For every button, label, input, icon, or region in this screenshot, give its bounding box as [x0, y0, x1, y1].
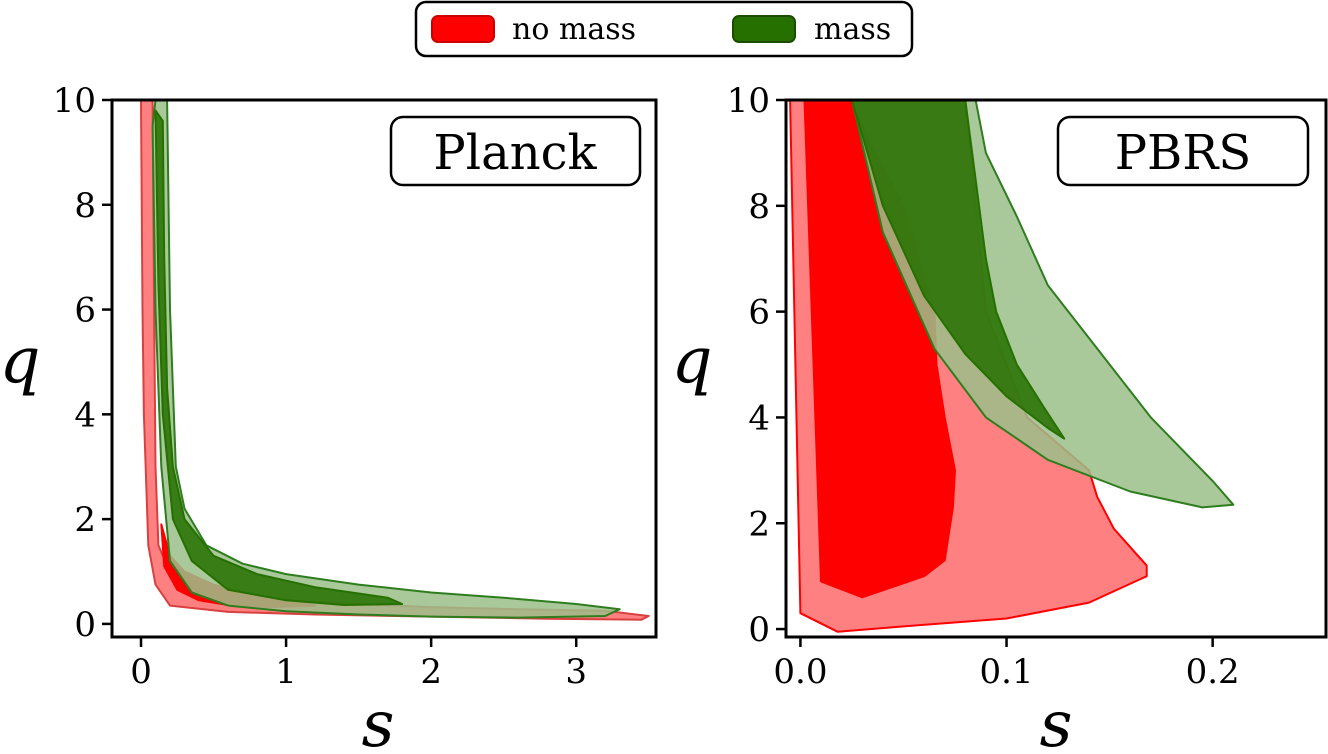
planck-x-tick-label: 0: [130, 652, 152, 692]
planck-x-axis-label: s: [362, 688, 395, 754]
legend-swatch-mass: [732, 15, 796, 43]
pbrs-contours: [789, 100, 1235, 633]
pbrs-y-tick-label: 8: [748, 187, 770, 227]
planck-x-tick-label: 3: [565, 652, 587, 692]
pbrs-contour-mass-68pct: [851, 100, 1066, 440]
planck-y-tick-label: 8: [74, 186, 96, 226]
planck-x-tick-label: 2: [420, 652, 442, 692]
pbrs-title-box: PBRS: [1056, 115, 1310, 187]
legend: no mass mass: [414, 0, 914, 58]
planck-axes-frame: [110, 98, 658, 639]
pbrs-x-tick-label: 0.0: [773, 652, 827, 692]
planck-y-tick-label: 0: [74, 605, 96, 645]
pbrs-y-tick-label: 2: [748, 504, 770, 544]
planck-y-ticks: 0 2 4 6 8 10: [53, 81, 112, 645]
planck-y-tick-label: 6: [74, 291, 96, 331]
pbrs-axes-frame: [784, 98, 1328, 639]
planck-y-tick-label: 2: [74, 500, 96, 540]
planck-y-tick-label: 4: [74, 395, 96, 435]
pbrs-title-frame: [1056, 115, 1310, 187]
planck-x-ticks: 0 1 2 3: [130, 637, 587, 692]
pbrs-x-ticks: 0.0 0.1 0.2: [773, 637, 1240, 692]
planck-y-axis-label: q: [0, 324, 40, 398]
pbrs-y-tick-label: 6: [748, 293, 770, 333]
pbrs-y-ticks: 0 2 4 6 8 10: [727, 81, 786, 650]
planck-title: Planck: [433, 125, 597, 181]
planck-contour-mass-68pct: [154, 109, 404, 606]
planck-title-frame: [389, 115, 642, 187]
pbrs-y-tick-label: 4: [748, 398, 770, 438]
pbrs-title: PBRS: [1115, 125, 1252, 181]
pbrs-y-tick-label: 0: [748, 610, 770, 650]
planck-panel: 0 1 2 3 0 2 4 6 8 10 Planck s q: [0, 81, 658, 754]
pbrs-x-tick-label: 0.1: [979, 652, 1033, 692]
planck-x-tick-label: 1: [275, 652, 297, 692]
planck-contours: [140, 100, 650, 621]
pbrs-x-axis-label: s: [1040, 688, 1073, 754]
planck-title-box: Planck: [389, 115, 642, 187]
pbrs-x-tick-label: 0.2: [1186, 652, 1240, 692]
legend-label-no-mass: no mass: [512, 12, 636, 47]
pbrs-panel: 0.0 0.1 0.2 0 2 4 6 8 10 PBRS s q: [672, 81, 1328, 754]
legend-label-mass: mass: [814, 12, 891, 47]
legend-swatch-no-mass: [431, 15, 495, 43]
pbrs-y-tick-label: 10: [727, 81, 770, 121]
planck-y-tick-label: 10: [53, 81, 96, 121]
pbrs-y-axis-label: q: [672, 324, 713, 398]
